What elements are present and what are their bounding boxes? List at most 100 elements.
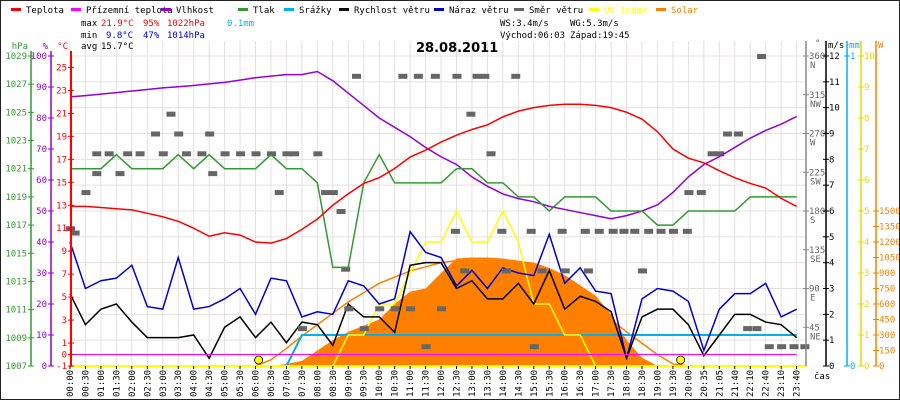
x-tick-label: 16:30 xyxy=(576,370,586,397)
wind-direction-point xyxy=(406,306,416,312)
wind-direction-point xyxy=(608,228,618,234)
uv-tick-label: 1 xyxy=(864,331,869,341)
legend-swatch xyxy=(339,8,349,11)
wind-direction-point xyxy=(682,228,692,234)
x-tick-label: 18:00 xyxy=(623,370,633,397)
direction-tick-label: 225 xyxy=(809,168,825,178)
wind-speed-tick-label: 0 xyxy=(829,362,834,372)
wind-direction-point xyxy=(104,151,114,157)
wind-direction-point xyxy=(421,344,431,350)
humidity-axis-unit: % xyxy=(43,42,49,52)
humidity-tick-label: 40 xyxy=(36,238,47,248)
wind-direction-point xyxy=(151,131,161,137)
stat-wind-speed: WS:3.4m/s xyxy=(500,19,549,29)
direction-tick-label: 90 xyxy=(809,285,820,295)
wind-direction-point xyxy=(594,228,604,234)
wind-direction-point xyxy=(390,306,400,312)
wind-direction-point xyxy=(352,73,362,79)
stat-wind-gust: WG:5.3m/s xyxy=(570,19,619,29)
temperature-tick-label: 23 xyxy=(56,86,67,96)
uv-tick-label: 4 xyxy=(864,238,869,248)
wind-speed-tick-label: 4 xyxy=(829,259,834,269)
humidity-tick-label: 80 xyxy=(36,114,47,124)
legend-label: Solar xyxy=(671,6,699,16)
x-tick-label: 13:00 xyxy=(468,370,478,397)
legend-label: Vlhkost xyxy=(176,6,214,16)
wind-direction-point xyxy=(437,306,447,312)
wind-direction-point xyxy=(158,151,168,157)
stat-min-hum: 47% xyxy=(143,31,160,41)
uv-tick-label: 8 xyxy=(864,114,869,124)
x-tick-label: 08:30 xyxy=(329,370,339,397)
humidity-tick-label: 10 xyxy=(36,331,47,341)
wind-direction-point xyxy=(638,268,648,274)
direction-compass-label: E xyxy=(810,294,815,304)
rain-axis-unit: mm xyxy=(849,41,860,51)
legend-swatch xyxy=(71,8,81,11)
wind-speed-tick-label: 7 xyxy=(829,181,834,191)
wind-direction-point xyxy=(777,344,787,350)
wind-direction-point xyxy=(336,209,346,214)
wind-direction-point xyxy=(497,228,507,234)
temperature-tick-label: 25 xyxy=(56,63,67,73)
wind-speed-tick-label: 12 xyxy=(829,52,840,62)
direction-compass-label: S xyxy=(810,216,815,226)
x-tick-label: 18:30 xyxy=(638,370,648,397)
wind-direction-point xyxy=(220,151,230,157)
wind-direction-point xyxy=(81,190,91,196)
wind-direction-point xyxy=(529,344,539,350)
uv-tick-label: 5 xyxy=(864,207,869,217)
x-tick-label: 14:30 xyxy=(514,370,524,397)
uv-tick-label: 0 xyxy=(864,362,869,372)
wind-direction-point xyxy=(560,268,570,274)
wind-speed-tick-label: 10 xyxy=(829,104,840,114)
wind-direction-point xyxy=(115,171,125,177)
legend-swatch xyxy=(284,8,294,11)
legend-swatch xyxy=(514,8,524,11)
x-tick-label: 11:00 xyxy=(406,370,416,397)
temperature-tick-label: 11 xyxy=(56,224,67,234)
rain-tick-label: 1 xyxy=(850,52,855,62)
humidity-tick-label: 0 xyxy=(42,362,47,372)
wind-direction-point xyxy=(321,190,331,196)
pressure-tick-label: 1007 xyxy=(5,362,27,372)
pressure-tick-label: 1019 xyxy=(5,193,27,203)
x-tick-label: 16:00 xyxy=(561,370,571,397)
legend-label: Náraz větru xyxy=(449,6,509,16)
wind-direction-point xyxy=(313,151,323,157)
wind-direction-point xyxy=(557,228,567,234)
wind-direction-point xyxy=(452,73,462,79)
pressure-tick-label: 1011 xyxy=(5,306,27,316)
wind-direction-point xyxy=(70,230,80,236)
x-tick-label: 02:00 xyxy=(128,370,138,397)
pressure-tick-label: 1021 xyxy=(5,165,27,175)
wind-direction-point xyxy=(135,151,145,157)
temperature-tick-label: 19 xyxy=(56,132,67,142)
x-tick-label: 07:30 xyxy=(298,370,308,397)
wind-direction-point xyxy=(526,228,536,234)
solar-axis-unit: W xyxy=(878,41,884,51)
x-axis-label: čas xyxy=(814,371,830,382)
wind-speed-tick-label: 6 xyxy=(829,207,834,217)
wind-direction-point xyxy=(501,268,511,274)
legend-label: UV index xyxy=(604,6,648,16)
wind-direction-point xyxy=(757,54,767,59)
solar-tick-label: 450 xyxy=(879,316,895,326)
stat-sunrise: Východ:06:03 xyxy=(500,31,565,41)
wind-direction-point xyxy=(466,111,476,117)
wind-direction-point xyxy=(208,171,218,177)
wind-direction-point xyxy=(480,73,490,79)
x-tick-label: 23:40 xyxy=(793,370,803,397)
wind-direction-point xyxy=(723,131,733,137)
wind-direction-point xyxy=(656,228,666,234)
wind-direction-point xyxy=(297,326,307,332)
solar-area xyxy=(70,257,797,366)
humidity-tick-label: 90 xyxy=(36,83,47,93)
uv-tick-label: 9 xyxy=(864,83,869,93)
x-tick-label: 00:00 xyxy=(66,370,76,397)
wind-direction-point xyxy=(715,151,725,157)
stat-avg-label: avg xyxy=(81,42,97,52)
x-tick-label: 20:35 xyxy=(700,370,710,397)
x-tick-label: 21:05 xyxy=(715,370,725,397)
